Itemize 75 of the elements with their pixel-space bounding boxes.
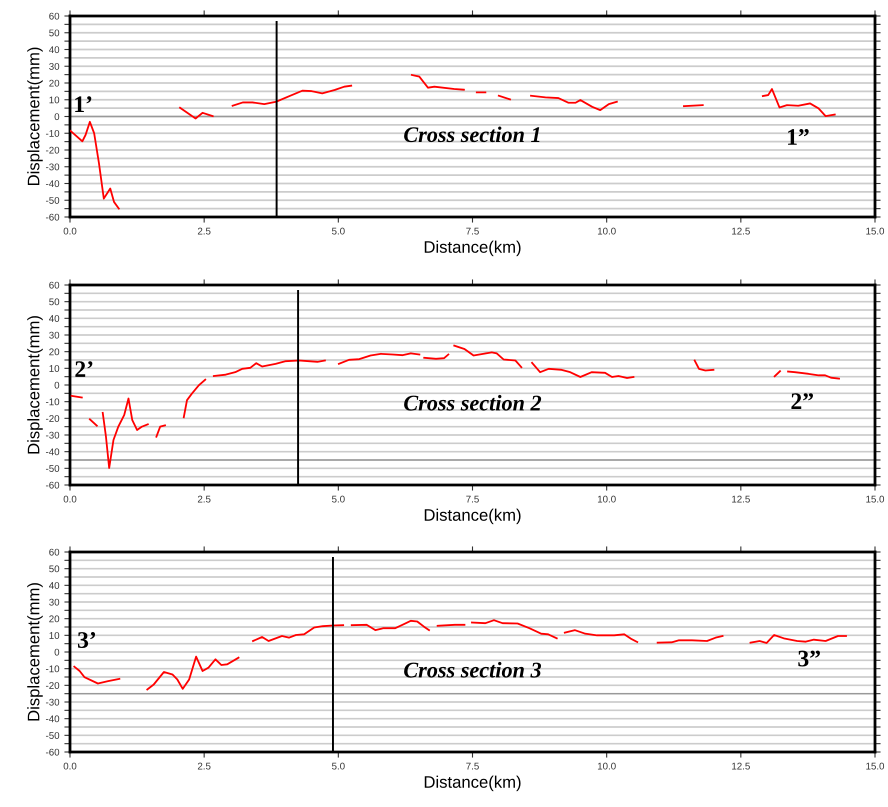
y-tick-label: 40 [48,582,60,589]
y-axis-title: Displacement(mm) [27,48,43,186]
y-tick-label: 20 [49,348,60,356]
y-tick-label: 0 [54,382,60,389]
y-tick-label: 0 [54,113,60,120]
x-tick-label: 7.5 [466,496,479,503]
y-tick-label: 0 [54,648,60,656]
y-tick-label: 20 [49,615,60,622]
annotation: Cross section 3 [404,662,542,678]
x-tick-label: 15.0 [866,228,884,235]
annotation: 3’ [78,632,96,648]
y-tick-label: -40 [46,715,60,722]
x-axis-title: Distance(km) [424,240,521,256]
y-tick-label: 40 [48,315,60,322]
x-tick-label: 15.0 [866,762,884,770]
x-tick-label: 10.0 [598,228,616,235]
x-tick-label: 5.0 [332,496,345,503]
y-tick-label: -60 [46,748,60,756]
x-tick-label: 0.0 [64,496,76,503]
x-tick-label: 10.0 [598,496,616,503]
y-tick-label: -10 [46,130,60,137]
y-tick-label: -10 [46,398,60,406]
x-tick-label: 2.5 [198,496,211,503]
y-tick-label: 30 [49,62,60,70]
y-tick-label: -50 [46,732,60,739]
annotation: Cross section 2 [404,394,542,411]
y-tick-label: 30 [49,598,60,606]
x-tick-label: 12.5 [732,762,750,770]
x-tick-label: 0.0 [64,762,76,770]
y-tick-label: -60 [46,482,60,489]
y-tick-label: 60 [49,548,60,556]
x-tick-label: 0.0 [64,228,76,235]
x-tick-label: 12.5 [732,228,750,235]
y-axis-title: Displacement(mm) [27,316,43,454]
annotation: 1” [788,129,809,145]
x-tick-label: 7.5 [466,228,479,235]
y-tick-label: 40 [48,46,60,54]
x-tick-label: 5.0 [332,762,345,770]
y-tick-label: -20 [46,415,60,422]
x-tick-label: 5.0 [332,228,345,235]
y-tick-label: 30 [49,332,60,339]
y-tick-label: 60 [49,282,60,289]
x-tick-label: 7.5 [466,762,479,770]
y-tick-label: -30 [46,163,60,170]
x-tick-label: 2.5 [198,762,211,770]
annotation: Cross section 1 [404,126,540,142]
y-tick-label: -20 [46,682,60,689]
annotation: 2’ [75,361,92,377]
y-tick-label: 60 [49,12,60,20]
y-tick-label: -30 [46,698,60,706]
x-tick-label: 15.0 [866,496,884,503]
x-tick-label: 12.5 [732,496,750,503]
x-axis-title: Distance(km) [424,776,521,792]
y-tick-label: -40 [46,180,60,188]
x-axis-title: Distance(km) [424,508,521,524]
y-tick-label: 50 [49,565,60,572]
y-tick-label: -40 [46,448,60,456]
y-tick-label: 50 [49,298,60,306]
y-tick-label: -30 [46,432,60,439]
y-tick-label: 10 [50,96,60,104]
y-tick-label: 10 [50,632,60,639]
annotation: 2” [791,393,813,409]
annotation: 3” [798,650,820,667]
y-tick-label: 50 [49,29,60,36]
y-tick-label: 10 [50,365,60,372]
annotation: 1’ [75,96,92,112]
y-tick-label: -50 [46,465,60,472]
y-axis-title: Displacement(mm) [27,583,43,721]
y-tick-label: -50 [46,196,60,204]
y-tick-label: -60 [46,214,60,221]
y-tick-label: -10 [46,665,60,672]
y-tick-label: -20 [46,146,60,154]
x-tick-label: 10.0 [598,762,616,770]
x-tick-label: 2.5 [198,228,211,235]
y-tick-label: 20 [49,80,60,87]
